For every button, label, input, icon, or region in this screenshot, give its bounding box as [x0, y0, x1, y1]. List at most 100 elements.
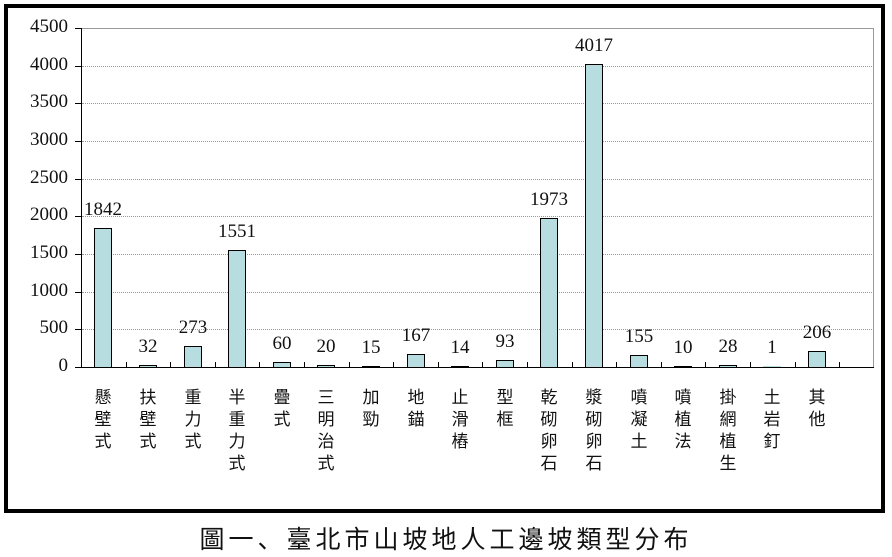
y-tick-label: 2500: [30, 167, 68, 188]
x-tick: [839, 362, 840, 368]
gridline: [82, 216, 874, 217]
y-tick: [75, 292, 81, 293]
category-label: 型框: [496, 388, 514, 430]
bar: [317, 365, 335, 368]
x-tick: [393, 362, 394, 368]
bar-value-label: 4017: [575, 35, 613, 56]
y-tick: [75, 179, 81, 180]
bar-value-label: 20: [316, 336, 336, 357]
y-tick-label: 1500: [30, 242, 68, 263]
y-tick: [75, 141, 81, 142]
bar: [719, 365, 737, 368]
bar-value-label: 10: [673, 337, 693, 358]
y-tick-label: 2000: [30, 204, 68, 225]
x-tick: [661, 362, 662, 368]
category-label: 加勁: [362, 388, 380, 430]
category-label: 其他: [808, 388, 826, 430]
gridline: [82, 292, 874, 293]
category-label: 乾砌卵石: [540, 388, 558, 474]
category-label: 噴植法: [674, 388, 692, 452]
category-label: 疊式: [273, 388, 291, 430]
bar: [585, 64, 603, 368]
x-tick: [304, 362, 305, 368]
bar-value-label: 15: [361, 337, 381, 358]
y-tick: [75, 216, 81, 217]
category-label: 噴凝土: [630, 388, 648, 452]
y-tick: [75, 254, 81, 255]
bar-value-label: 1: [767, 337, 777, 358]
y-tick: [75, 329, 81, 330]
bar: [496, 360, 514, 368]
bar: [184, 346, 202, 368]
gridline: [82, 66, 874, 67]
bar: [808, 351, 826, 368]
gridline: [82, 179, 874, 180]
bar: [674, 366, 692, 368]
bar-value-label: 32: [138, 336, 158, 357]
x-tick: [482, 362, 483, 368]
category-label: 掛網植生: [719, 388, 737, 474]
bar-value-label: 93: [495, 331, 515, 352]
y-tick: [75, 28, 81, 29]
x-tick: [616, 362, 617, 368]
category-label: 止滑樁: [451, 388, 469, 452]
y-tick-label: 3000: [30, 129, 68, 150]
bar: [273, 362, 291, 368]
bar: [94, 228, 112, 368]
bar-value-label: 273: [178, 317, 208, 338]
category-label: 懸壁式: [94, 388, 112, 452]
x-tick: [170, 362, 171, 368]
y-tick: [75, 66, 81, 67]
category-label: 三明治式: [317, 388, 335, 474]
chart-frame: [4, 4, 885, 513]
category-label: 半重力式: [228, 388, 246, 474]
gridline: [82, 254, 874, 255]
x-tick: [795, 362, 796, 368]
x-tick: [705, 362, 706, 368]
x-tick: [259, 362, 260, 368]
bar: [540, 218, 558, 368]
bar-value-label: 60: [272, 333, 292, 354]
x-tick: [750, 362, 751, 368]
y-tick-label: 4000: [30, 54, 68, 75]
y-tick-label: 1000: [30, 280, 68, 301]
bar-value-label: 167: [401, 325, 431, 346]
bar-value-label: 206: [802, 322, 832, 343]
bar: [630, 355, 648, 368]
y-tick: [75, 103, 81, 104]
x-tick: [126, 362, 127, 368]
gridline: [82, 329, 874, 330]
category-label: 地錨: [407, 388, 425, 430]
x-tick: [527, 362, 528, 368]
y-tick-label: 0: [58, 355, 69, 376]
bar: [362, 366, 380, 368]
gridline: [82, 141, 874, 142]
x-tick: [438, 362, 439, 368]
chart-caption: 圖一、臺北市山坡地人工邊坡類型分布: [199, 525, 693, 554]
bar-value-label: 14: [450, 337, 470, 358]
category-label: 漿砌卵石: [585, 388, 603, 474]
bar: [451, 366, 469, 368]
x-tick: [349, 362, 350, 368]
bar: [407, 354, 425, 368]
bar: [139, 365, 157, 368]
category-label: 重力式: [184, 388, 202, 452]
bar-value-label: 1842: [84, 199, 122, 220]
category-label: 扶壁式: [139, 388, 157, 452]
y-tick-label: 3500: [30, 91, 68, 112]
y-tick: [75, 367, 81, 368]
x-tick: [572, 362, 573, 368]
bar: [228, 250, 246, 368]
bar-value-label: 28: [718, 336, 738, 357]
bar-value-label: 155: [624, 326, 654, 347]
plot-area: [82, 28, 874, 368]
y-tick-label: 4500: [30, 16, 68, 37]
bar-value-label: 1973: [530, 189, 568, 210]
bar: [763, 366, 781, 367]
bar-value-label: 1551: [218, 221, 256, 242]
y-axis: [81, 28, 82, 368]
y-tick-label: 500: [39, 317, 69, 338]
gridline: [82, 103, 874, 104]
category-label: 土岩釘: [763, 388, 781, 452]
x-tick: [215, 362, 216, 368]
